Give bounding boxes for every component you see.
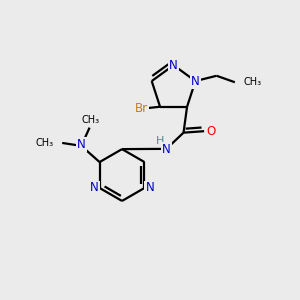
Text: N: N [169, 59, 178, 72]
Text: CH₃: CH₃ [82, 115, 100, 125]
Text: CH₃: CH₃ [36, 138, 54, 148]
Text: N: N [90, 182, 99, 194]
Text: N: N [77, 138, 86, 151]
Text: N: N [162, 143, 171, 156]
Text: Br: Br [135, 102, 148, 115]
Text: O: O [206, 125, 215, 138]
Text: H: H [156, 136, 164, 146]
Text: CH₃: CH₃ [244, 77, 262, 87]
Text: N: N [146, 182, 154, 194]
Text: N: N [191, 75, 200, 88]
